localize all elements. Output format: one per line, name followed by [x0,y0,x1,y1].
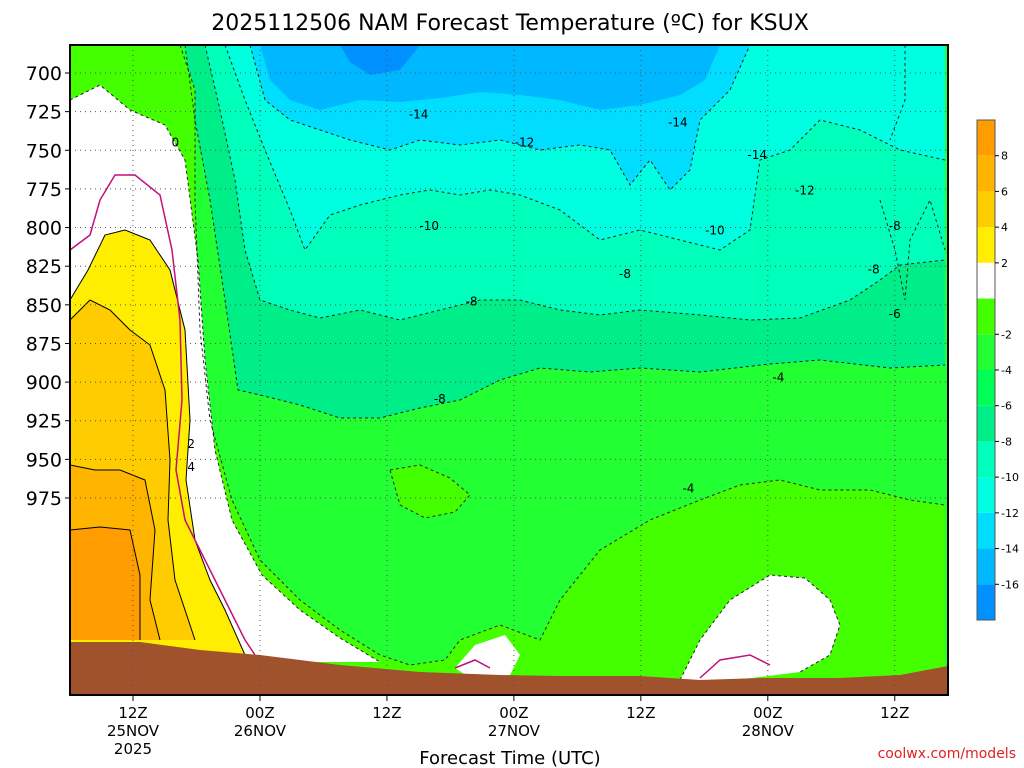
watermark: coolwx.com/models [878,746,1016,762]
contour-labels: -14 -14 -14 -12 -12 -10 -10 -8 -8 -8 -8 -6 -4 -8 -4 0 2 4 [171,108,900,496]
colorbar-label: -2 [1001,328,1012,341]
terrain [70,642,948,695]
x-tick-label: 00Z [753,704,782,722]
contour-label: -12 [515,136,535,150]
y-tick-label: 900 [26,372,62,394]
colorbar-segment [977,548,995,585]
x-tick-label: 12Z [626,704,655,722]
colorbar-segment [977,370,995,406]
field-minus4 [70,45,945,695]
x-tick-label: 12Z [880,704,909,722]
contour-label: -8 [619,267,631,281]
plot-area: -14 -14 -14 -12 -12 -10 -10 -8 -8 -8 -8 -6 -4 -8 -4 0 2 4 [69,44,949,696]
x-tick-label: 12Z [372,704,401,722]
x-tick-label: 00Z [245,704,274,722]
contour-label: -8 [434,392,446,406]
colorbar-label: -10 [1001,471,1019,484]
contour-label: -10 [419,219,439,233]
colorbar-segment [977,155,995,192]
negative-contours [69,44,946,681]
contour-label: -8 [889,219,901,233]
colorbar-label: 4 [1001,221,1008,234]
y-tick-label: 700 [26,63,62,85]
colorbar-label: -12 [1001,507,1019,520]
contour-label: 0 [171,136,179,150]
contour-label: -8 [868,262,880,276]
colorbar-segment [977,298,995,335]
colorbar-label: 2 [1001,257,1008,270]
colorbar-label: -6 [1001,400,1012,413]
contour-label: -10 [705,224,725,238]
contour-label: -4 [772,370,784,384]
contour-label: -8 [466,295,478,309]
contour-label: 2 [187,437,195,451]
chart-title: 2025112506 NAM Forecast Temperature (ºC)… [211,11,809,36]
colorbar-segment [977,227,995,263]
field-minus18 [340,45,420,75]
x-tick-label: 12Z [118,704,147,722]
y-tick-label: 800 [26,218,62,240]
x-axis-label: Forecast Time (UTC) [419,748,600,768]
x-tick-date: 25NOV [107,722,160,740]
y-tick-label: 850 [26,295,62,317]
x-tick-date: 26NOV [234,722,287,740]
colorbar-segment [977,191,995,228]
colorbar-segment [977,334,995,370]
field-minus2-cell1 [455,635,520,678]
contour-label: -14 [409,108,429,122]
y-tick-label: 950 [26,449,62,471]
y-tick-label: 775 [26,179,62,201]
y-tick-label: 825 [26,256,62,278]
contour-label: -12 [795,183,815,197]
field-minus4-cell [390,465,470,518]
colorbar-segment [977,441,995,478]
y-tick-label: 750 [26,140,62,162]
y-tick-label: 975 [26,488,62,510]
freezing-contour [69,174,771,679]
y-tick-label: 925 [26,411,62,433]
colorbar-segment [977,477,995,513]
colorbar-segment [977,512,995,549]
x-tick-year: 2025 [114,740,152,758]
contour-label: -6 [889,307,901,321]
colorbar-segment [977,262,995,299]
colorbar-label: -16 [1001,578,1019,591]
field-minus2-cell2 [680,575,840,682]
colorbar-label: -4 [1001,364,1012,377]
colorbar-segment [977,405,995,442]
y-tick-label: 875 [26,333,62,355]
contour-label: 4 [187,460,195,474]
contour-label: -14 [668,115,688,129]
plot-frame [69,44,949,696]
colorbar-label: 6 [1001,185,1008,198]
colorbar: 8 6 4 2 -2 -4 -6 -8 -10 -12 -14 -16 [976,119,1019,621]
y-tick-label: 725 [26,102,62,124]
field-plus6 [70,527,140,640]
contour-label: -4 [682,482,694,496]
colorbar-label: -14 [1001,543,1019,556]
x-tick-date: 28NOV [742,722,795,740]
y-axis: 700 725 750 775 800 825 850 875 900 925 950 975 [26,63,70,510]
colorbar-segment [977,120,995,156]
contour-label: -14 [747,148,767,162]
colorbar-label: -8 [1001,435,1012,448]
colorbar-label: 8 [1001,150,1008,163]
colorbar-segment [977,584,995,620]
x-tick-date: 27NOV [488,722,541,740]
x-tick-label: 00Z [499,704,528,722]
grid [70,45,948,695]
